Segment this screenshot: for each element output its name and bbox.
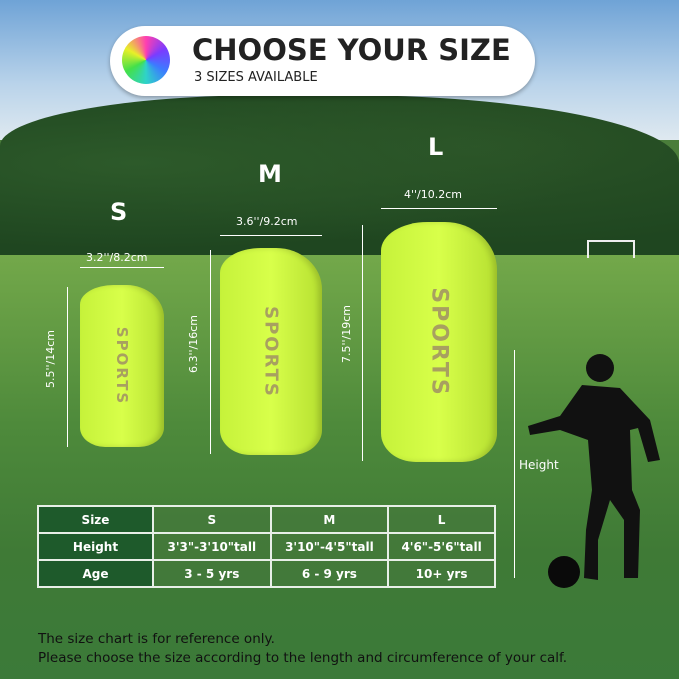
length-m: 6.3''/16cm (187, 315, 200, 374)
size-label-l: L (428, 133, 444, 161)
note-line: Please choose the size according to the … (38, 650, 568, 666)
ball-icon (548, 556, 580, 588)
page-title: CHOOSE YOUR SIZE (192, 33, 511, 67)
shin-guard-m: SPORTS (220, 248, 322, 455)
table-cell: 3 - 5 yrs (152, 559, 272, 588)
shin-guard-l: SPORTS (381, 222, 497, 462)
table-cell: 10+ yrs (387, 559, 496, 588)
width-l: 4''/10.2cm (404, 188, 463, 201)
width-s: 3.2''/8.2cm (86, 251, 148, 264)
note-line: The size chart is for reference only. (38, 631, 275, 647)
width-arrow-m (220, 235, 322, 236)
header-cell: Age (37, 559, 154, 588)
header-banner: CHOOSE YOUR SIZE 3 SIZES AVAILABLE (110, 26, 535, 96)
size-table: Size S M L Height 3'3"-3'10"tall 3'10"-4… (37, 505, 496, 588)
brand-text: SPORTS (426, 287, 452, 397)
table-cell: S (152, 505, 272, 534)
soccer-ball-icon (122, 36, 170, 84)
table-cell: 4'6"-5'6"tall (387, 532, 496, 561)
table-cell: 3'10"-4'5"tall (269, 532, 390, 561)
player-silhouette-icon (528, 354, 660, 588)
brand-text: SPORTS (260, 305, 282, 398)
length-arrow-m (210, 250, 211, 454)
table-cell: 6 - 9 yrs (269, 559, 390, 588)
width-arrow-s (80, 267, 164, 268)
height-arrow (514, 350, 515, 578)
size-label-m: M (258, 160, 282, 188)
width-arrow-l (381, 208, 497, 209)
table-row: Size S M L (37, 505, 496, 534)
table-row: Height 3'3"-3'10"tall 3'10"-4'5"tall 4'6… (37, 532, 496, 561)
size-label-s: S (110, 198, 128, 226)
goal-icon (587, 240, 635, 258)
page-subtitle: 3 SIZES AVAILABLE (194, 70, 318, 85)
length-arrow-l (362, 225, 363, 461)
shin-guard-s: SPORTS (80, 285, 164, 447)
header-cell: Size (37, 505, 154, 534)
table-row: Age 3 - 5 yrs 6 - 9 yrs 10+ yrs (37, 559, 496, 588)
table-cell: L (387, 505, 496, 534)
table-cell: M (269, 505, 390, 534)
disclaimer-note: The size chart is for reference only. Pl… (38, 630, 567, 668)
length-l: 7.5''/19cm (340, 305, 353, 364)
width-m: 3.6''/9.2cm (236, 215, 298, 228)
length-arrow-s (67, 287, 68, 447)
length-s: 5.5''/14cm (44, 330, 57, 389)
header-cell: Height (37, 532, 154, 561)
brand-text: SPORTS (113, 326, 131, 406)
table-cell: 3'3"-3'10"tall (152, 532, 272, 561)
tree-line (0, 95, 679, 265)
height-label: Height (519, 458, 559, 472)
